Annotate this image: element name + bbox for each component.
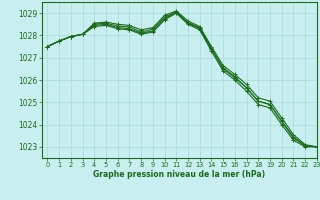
X-axis label: Graphe pression niveau de la mer (hPa): Graphe pression niveau de la mer (hPa) [93, 170, 265, 179]
